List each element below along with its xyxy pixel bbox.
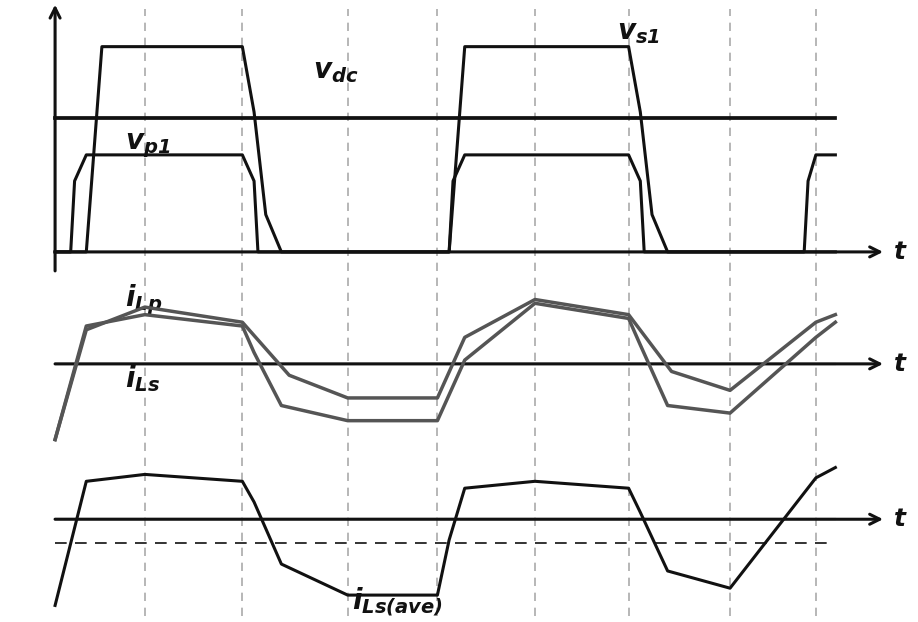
- Text: $\bfit{i_{Ls(ave)}}$: $\bfit{i_{Ls(ave)}}$: [352, 585, 442, 618]
- Text: $\bfit{t}$: $\bfit{t}$: [893, 352, 908, 376]
- Text: $\bfit{t}$: $\bfit{t}$: [893, 507, 908, 531]
- Text: $\bfit{v_{dc}}$: $\bfit{v_{dc}}$: [312, 57, 358, 85]
- Text: $\bfit{v_{p1}}$: $\bfit{v_{p1}}$: [126, 131, 171, 160]
- Text: $\bfit{v_{s1}}$: $\bfit{v_{s1}}$: [617, 17, 660, 46]
- Text: $\bfit{i_{Lp}}$: $\bfit{i_{Lp}}$: [126, 282, 162, 317]
- Text: $\bfit{i_{Ls}}$: $\bfit{i_{Ls}}$: [126, 364, 161, 394]
- Text: $\bfit{t}$: $\bfit{t}$: [893, 240, 908, 264]
